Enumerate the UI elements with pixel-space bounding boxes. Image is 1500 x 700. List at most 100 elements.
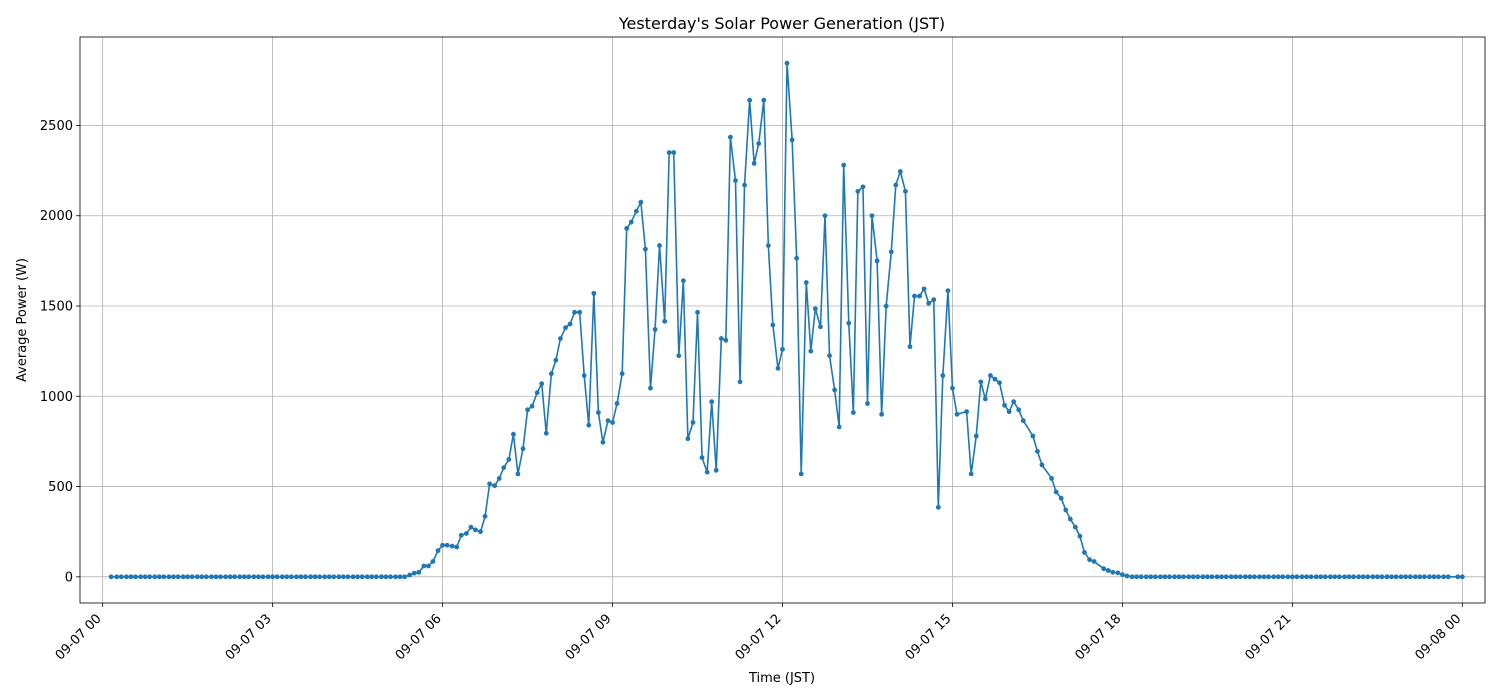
data-point (1124, 573, 1130, 579)
data-point (964, 409, 970, 415)
data-point (907, 344, 913, 350)
data-point (468, 524, 474, 530)
data-point (1285, 574, 1291, 580)
data-point (742, 182, 747, 188)
data-point (1181, 574, 1186, 580)
data-point (1016, 407, 1022, 413)
data-point (1351, 574, 1356, 580)
data-point (846, 320, 852, 326)
data-point (364, 574, 370, 580)
data-point (298, 574, 304, 580)
data-point (393, 574, 398, 580)
data-point (680, 278, 686, 284)
data-point (411, 570, 417, 576)
data-point (666, 150, 672, 155)
data-point (709, 399, 715, 405)
data-point (430, 559, 436, 564)
data-point (733, 178, 738, 183)
data-point (841, 162, 847, 168)
data-point (124, 574, 129, 580)
data-point (978, 379, 984, 385)
data-point (341, 574, 346, 580)
data-point (1172, 574, 1177, 580)
data-point (988, 373, 993, 378)
data-point (1261, 574, 1267, 580)
data-point (1157, 574, 1163, 580)
data-point (1346, 574, 1352, 580)
data-point (1431, 574, 1437, 580)
data-point (1445, 574, 1451, 580)
data-point (213, 574, 219, 580)
data-point (463, 531, 469, 536)
data-point (322, 574, 328, 580)
data-point (171, 574, 176, 580)
data-point (1247, 574, 1253, 580)
data-point (888, 249, 894, 255)
data-point (648, 385, 653, 391)
data-point (175, 574, 181, 580)
data-point (1421, 574, 1427, 580)
data-point (294, 574, 299, 580)
data-point (1176, 574, 1182, 580)
data-point (1205, 574, 1210, 580)
data-point (308, 574, 313, 580)
data-point (954, 411, 960, 417)
data-point (605, 418, 611, 424)
data-point (1186, 574, 1192, 580)
data-point (1294, 574, 1300, 580)
data-point (1214, 574, 1220, 580)
data-point (1091, 559, 1097, 564)
data-point (108, 574, 114, 580)
data-point (265, 574, 271, 580)
data-point (1233, 574, 1239, 580)
data-point (822, 213, 828, 219)
data-point (1082, 550, 1087, 555)
data-point (1337, 574, 1342, 580)
data-point (685, 436, 691, 442)
data-point (1190, 574, 1196, 580)
data-point (369, 574, 375, 580)
data-point (850, 410, 856, 415)
data-point (1271, 574, 1277, 580)
data-point (260, 574, 266, 580)
data-point (284, 574, 290, 580)
data-point (256, 574, 261, 580)
data-point (478, 529, 483, 535)
data-point (1120, 572, 1125, 578)
data-point (718, 336, 724, 341)
data-point (435, 548, 441, 554)
x-tick-label: 09-07 09 (563, 611, 615, 663)
data-point (1152, 574, 1158, 580)
data-point (166, 574, 172, 580)
data-point (156, 574, 162, 580)
data-point (539, 381, 545, 387)
data-point (147, 574, 153, 580)
data-point (1039, 462, 1045, 468)
data-point (288, 574, 294, 580)
data-point (614, 401, 620, 406)
x-tick-label: 09-08 00 (1412, 611, 1464, 663)
data-point (1200, 574, 1206, 580)
data-point (893, 182, 899, 188)
data-point (1436, 574, 1441, 580)
data-point (1403, 574, 1409, 580)
data-point (713, 467, 719, 473)
data-point (1134, 574, 1139, 580)
data-point (1035, 448, 1040, 454)
data-point (520, 446, 526, 452)
data-point (581, 373, 587, 378)
data-point (1049, 476, 1054, 481)
data-point (525, 407, 530, 413)
data-point (1389, 574, 1394, 580)
data-point (142, 574, 148, 580)
data-point (1011, 399, 1017, 405)
data-point (619, 371, 625, 377)
y-tick-label: 500 (48, 480, 73, 495)
data-point (1384, 574, 1390, 580)
chart-title: Yesterday's Solar Power Generation (JST) (618, 14, 945, 33)
data-point (737, 379, 743, 385)
data-point (926, 300, 932, 306)
x-tick-label: 09-07 03 (223, 611, 275, 663)
data-point (1167, 574, 1172, 580)
data-point (232, 574, 238, 580)
